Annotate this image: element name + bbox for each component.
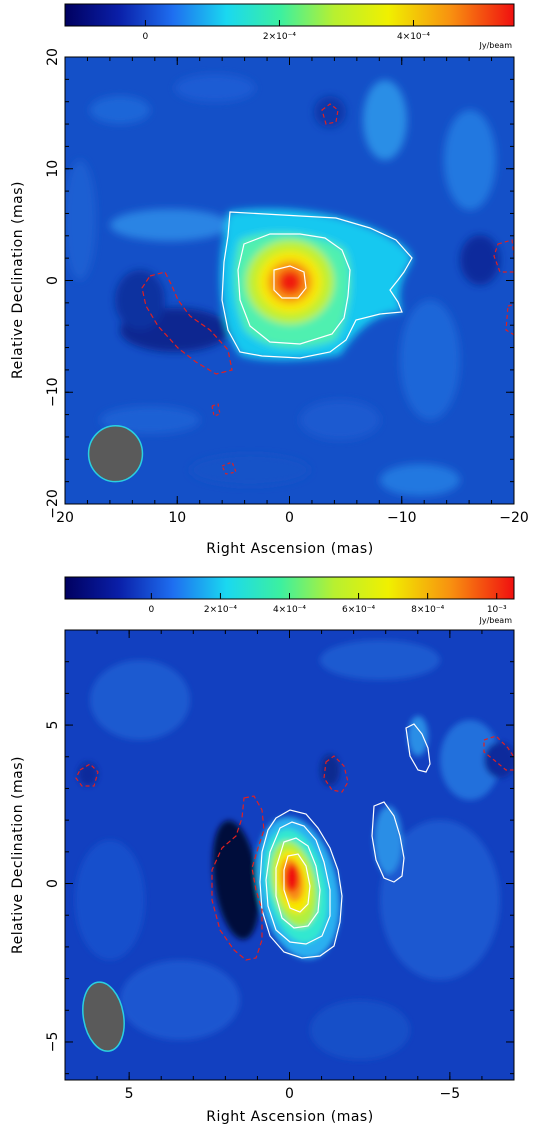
contour-a-2 bbox=[237, 233, 351, 345]
contour-b-5 bbox=[371, 801, 405, 883]
axes-b: 5 0 −5 −5 0 5 bbox=[45, 629, 515, 1102]
contours-b bbox=[75, 723, 514, 961]
colorbar-b-unit: Jy/beam bbox=[479, 616, 513, 625]
colorbar-b-ticks: 0 2×10⁻⁴ 4×10⁻⁴ 6×10⁻⁴ 8×10⁻⁴ 10⁻³ bbox=[148, 593, 507, 615]
contour-a-neg-2 bbox=[321, 103, 339, 125]
heatmap-b bbox=[65, 630, 514, 1080]
colorbar-tick-label: 0 bbox=[148, 605, 154, 615]
contour-a-neg-4 bbox=[505, 303, 514, 336]
panel-a: 0 2×10⁻⁴ 4×10⁻⁴ Jy/beam bbox=[10, 3, 529, 557]
contour-b-6 bbox=[405, 723, 431, 773]
colorbar-a-gradient bbox=[64, 3, 515, 27]
heatmap-a bbox=[65, 57, 514, 504]
contour-a-neg-6 bbox=[221, 461, 237, 475]
colorbar-a-ticks: 0 2×10⁻⁴ 4×10⁻⁴ bbox=[143, 20, 430, 42]
ytick-label: 20 bbox=[45, 48, 61, 66]
ytick-label: 0 bbox=[45, 879, 61, 888]
xtick-label: 20 bbox=[56, 510, 74, 526]
contour-b-1 bbox=[259, 809, 343, 959]
colorbar-tick-label: 4×10⁻⁴ bbox=[273, 605, 306, 615]
colorbar-a: 0 2×10⁻⁴ 4×10⁻⁴ Jy/beam bbox=[64, 3, 515, 50]
ytick-label: 5 bbox=[45, 721, 61, 730]
contour-a-neg-1 bbox=[141, 271, 233, 375]
ytick-label: −10 bbox=[45, 377, 61, 407]
xtick-label: −20 bbox=[499, 510, 529, 526]
colorbar-b: 0 2×10⁻⁴ 4×10⁻⁴ 6×10⁻⁴ 8×10⁻⁴ 10⁻³ Jy/beam bbox=[64, 576, 515, 625]
contour-b-neg-4 bbox=[75, 763, 99, 787]
xtick-label: −5 bbox=[440, 1086, 461, 1102]
xtick-label: 0 bbox=[285, 1086, 294, 1102]
ytick-label: −20 bbox=[45, 489, 61, 519]
colorbar-tick-label: 0 bbox=[143, 32, 149, 42]
panel-b: 0 2×10⁻⁴ 4×10⁻⁴ 6×10⁻⁴ 8×10⁻⁴ 10⁻³ Jy/beam bbox=[10, 576, 515, 1125]
ytick-label: 0 bbox=[45, 276, 61, 285]
contour-b-2 bbox=[265, 821, 331, 945]
contour-b-3 bbox=[275, 837, 321, 929]
xtick-label: 0 bbox=[285, 510, 294, 526]
colorbar-tick-label: 10⁻³ bbox=[487, 605, 507, 615]
axes-a: 20 10 0 −10 −20 −20 −10 0 10 20 bbox=[45, 48, 529, 526]
colorbar-tick-label: 2×10⁻⁴ bbox=[204, 605, 237, 615]
beam-ellipse-a bbox=[87, 425, 144, 483]
ytick-label: 10 bbox=[45, 160, 61, 178]
ytick-label: −5 bbox=[45, 1032, 61, 1053]
contour-a-neg-5 bbox=[211, 403, 221, 417]
xtick-label: −10 bbox=[387, 510, 417, 526]
colorbar-tick-label: 2×10⁻⁴ bbox=[263, 32, 296, 42]
contour-b-neg-1 bbox=[211, 795, 265, 961]
ylabel-a: Relative Declination (mas) bbox=[10, 181, 26, 379]
contours-a bbox=[141, 103, 514, 475]
contour-a-3 bbox=[273, 265, 307, 299]
ylabel-b: Relative Declination (mas) bbox=[10, 756, 26, 954]
colorbar-tick-label: 8×10⁻⁴ bbox=[411, 605, 444, 615]
xtick-label: 10 bbox=[168, 510, 186, 526]
contour-b-4 bbox=[283, 853, 311, 913]
xlabel-a: Right Ascension (mas) bbox=[206, 541, 373, 557]
xlabel-b: Right Ascension (mas) bbox=[206, 1109, 373, 1125]
contour-a-1 bbox=[221, 211, 413, 359]
colorbar-tick-label: 4×10⁻⁴ bbox=[397, 32, 430, 42]
beam-ellipse-b bbox=[82, 981, 125, 1052]
colorbar-a-unit: Jy/beam bbox=[479, 41, 513, 50]
xtick-label: 5 bbox=[125, 1086, 134, 1102]
colorbar-tick-label: 6×10⁻⁴ bbox=[342, 605, 375, 615]
